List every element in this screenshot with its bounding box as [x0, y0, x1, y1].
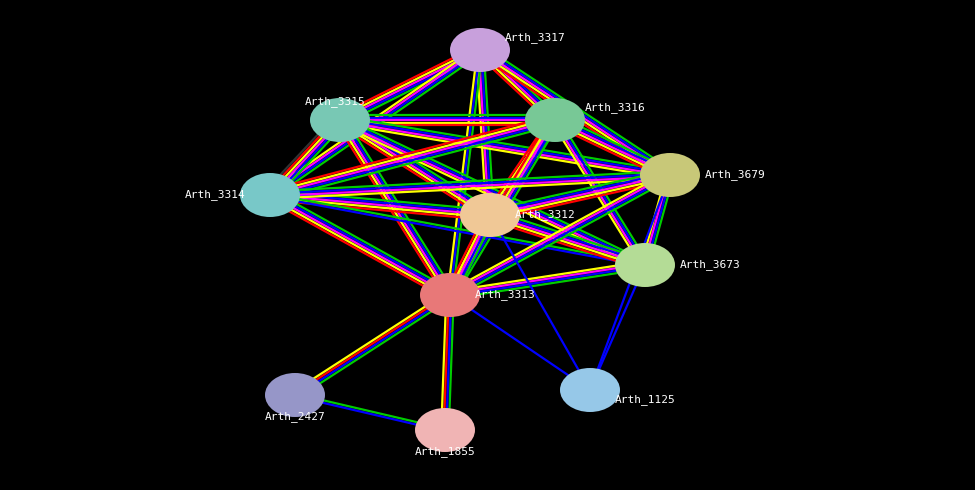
Text: Arth_3315: Arth_3315 [304, 97, 366, 107]
Ellipse shape [265, 373, 325, 417]
Ellipse shape [525, 98, 585, 142]
Ellipse shape [560, 368, 620, 412]
Text: Arth_3313: Arth_3313 [475, 290, 535, 300]
Ellipse shape [420, 273, 480, 317]
Text: Arth_3314: Arth_3314 [184, 190, 246, 200]
Ellipse shape [450, 28, 510, 72]
Ellipse shape [310, 98, 370, 142]
Text: Arth_1125: Arth_1125 [614, 394, 676, 405]
Text: Arth_3679: Arth_3679 [705, 170, 765, 180]
Text: Arth_1855: Arth_1855 [414, 446, 476, 458]
Text: Arth_3312: Arth_3312 [515, 210, 575, 220]
Text: Arth_2427: Arth_2427 [264, 412, 326, 422]
Text: Arth_3317: Arth_3317 [505, 32, 566, 44]
Text: Arth_3316: Arth_3316 [585, 102, 645, 114]
Ellipse shape [615, 243, 675, 287]
Ellipse shape [415, 408, 475, 452]
Ellipse shape [460, 193, 520, 237]
Ellipse shape [240, 173, 300, 217]
Text: Arth_3673: Arth_3673 [680, 260, 740, 270]
Ellipse shape [640, 153, 700, 197]
